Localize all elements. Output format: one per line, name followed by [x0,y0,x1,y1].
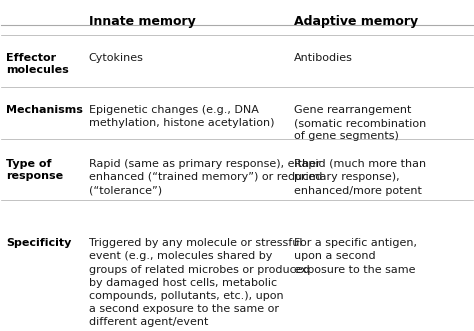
Text: Adaptive memory: Adaptive memory [293,15,418,28]
Text: Rapid (much more than
primary response),
enhanced/more potent: Rapid (much more than primary response),… [293,159,426,196]
Text: Effector
molecules: Effector molecules [6,53,69,75]
Text: Antibodies: Antibodies [293,53,353,63]
Text: Specificity: Specificity [6,238,72,248]
Text: Triggered by any molecule or stressful
event (e.g., molecules shared by
groups o: Triggered by any molecule or stressful e… [89,238,310,327]
Text: Rapid (same as primary response), either
enhanced (“trained memory”) or reduced
: Rapid (same as primary response), either… [89,159,322,196]
Text: Mechanisms: Mechanisms [6,105,83,115]
Text: For a specific antigen,
upon a second
exposure to the same: For a specific antigen, upon a second ex… [293,238,417,274]
Text: Epigenetic changes (e.g., DNA
methylation, histone acetylation): Epigenetic changes (e.g., DNA methylatio… [89,105,274,128]
Text: Gene rearrangement
(somatic recombination
of gene segments): Gene rearrangement (somatic recombinatio… [293,105,426,141]
Text: Innate memory: Innate memory [89,15,195,28]
Text: Type of
response: Type of response [6,159,63,181]
Text: Cytokines: Cytokines [89,53,144,63]
